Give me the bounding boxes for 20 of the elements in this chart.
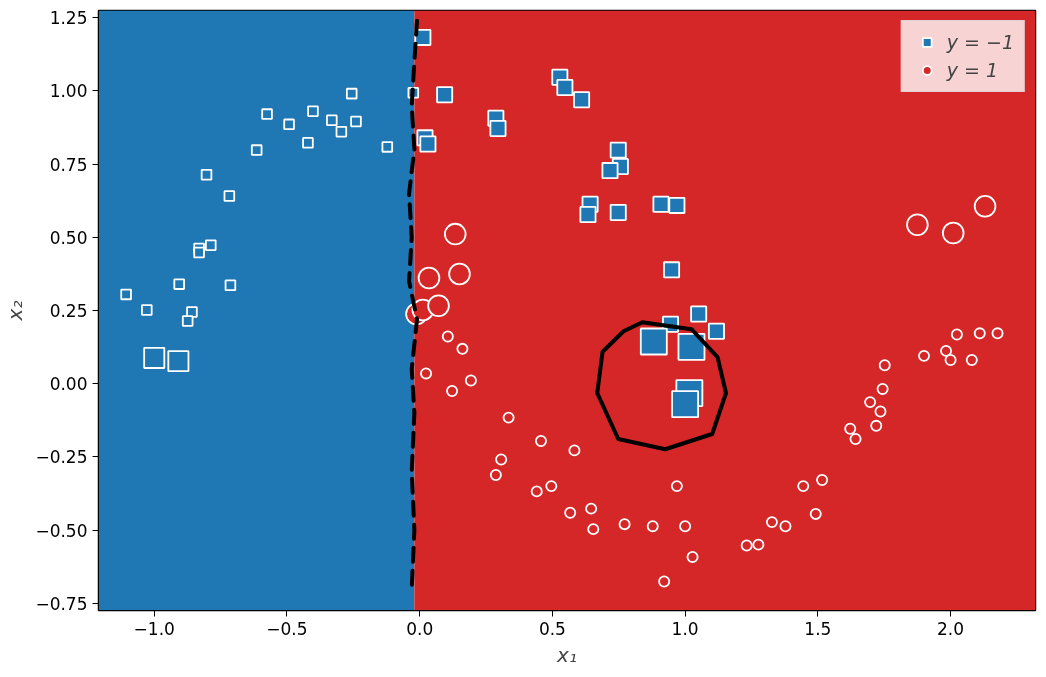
x-tick-label: 0.5	[538, 618, 566, 639]
x-tick-label: 1.0	[671, 618, 699, 639]
y-axis-title: x₂	[3, 300, 28, 322]
y-tick-label: 1.25	[49, 8, 88, 29]
legend-label: y = −1	[946, 31, 1014, 53]
y-tick-label: 0.25	[49, 301, 88, 321]
x-tick-label: −1.0	[133, 618, 175, 639]
x-tick-label: 1.5	[804, 618, 832, 639]
y-tick-label: −0.75	[35, 593, 88, 614]
y-tick-label: 0.50	[49, 227, 88, 248]
y-tick-label: 1.00	[49, 81, 88, 102]
x-tick-label: 0.0	[406, 618, 434, 639]
x-tick-label: −0.5	[266, 618, 308, 639]
y-tick-label: −0.50	[35, 520, 88, 541]
y-tick-label: −0.25	[35, 447, 88, 468]
x-axis-title: x₁	[556, 642, 577, 667]
x-tick-label: 2.0	[937, 618, 965, 639]
y-tick-label: 0.00	[49, 374, 88, 395]
y-tick-label: 0.75	[49, 154, 88, 175]
legend-label: y = 1	[946, 59, 999, 81]
